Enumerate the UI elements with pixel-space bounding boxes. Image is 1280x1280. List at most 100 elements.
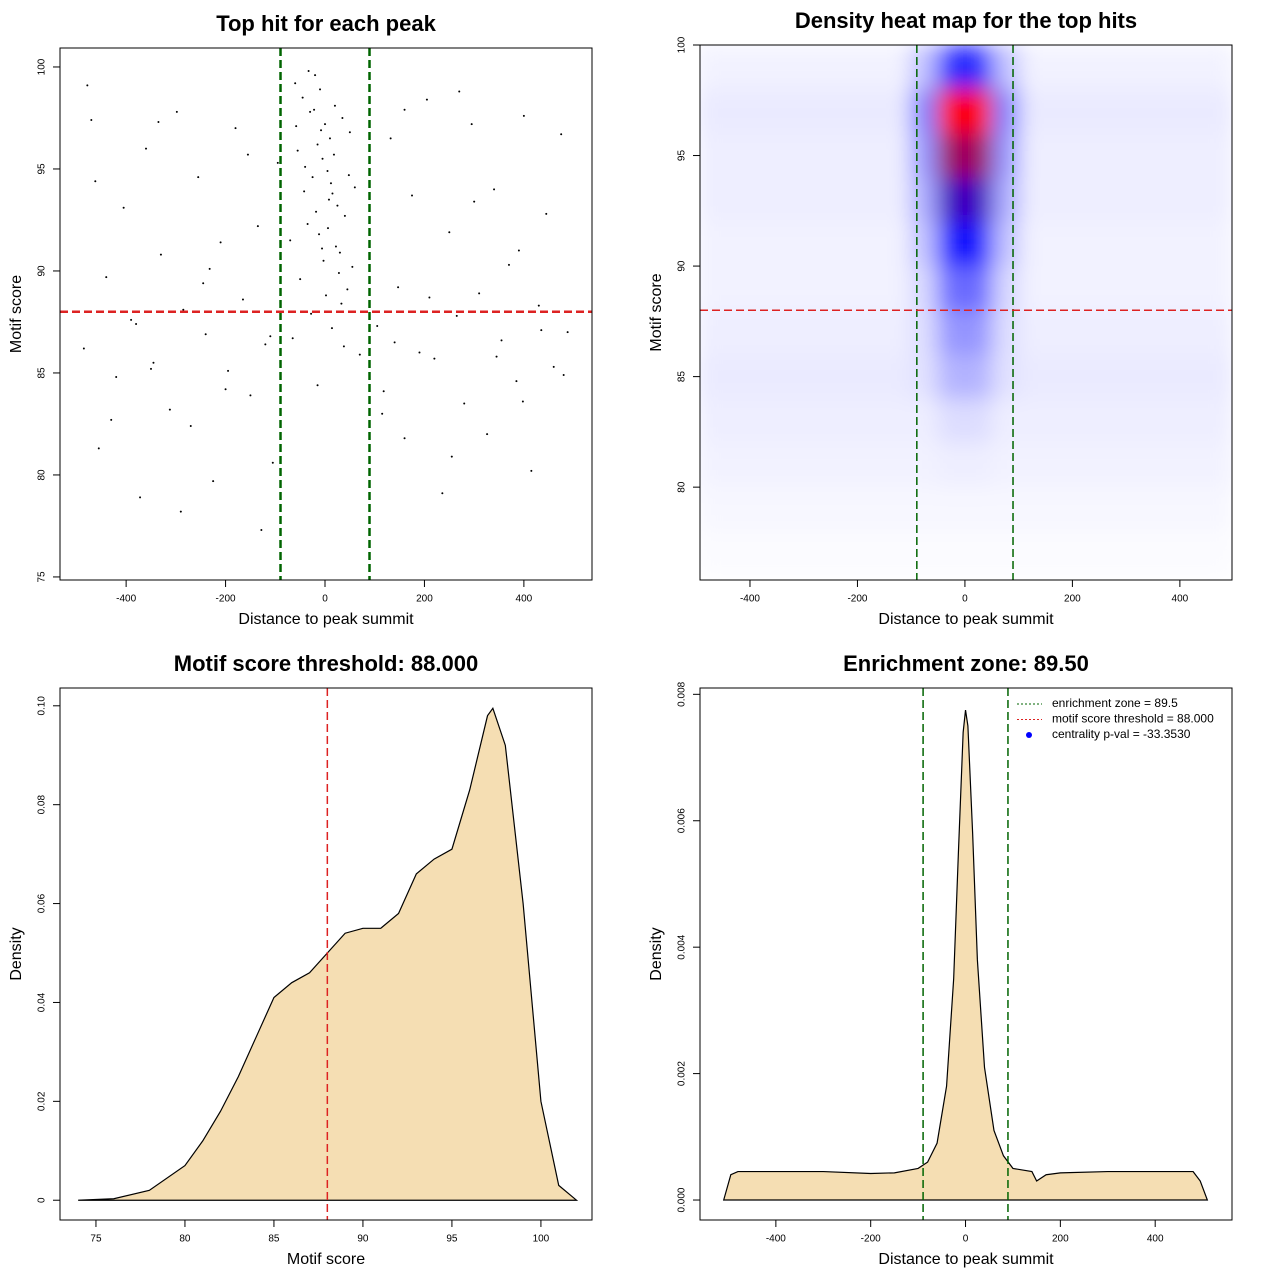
point — [212, 480, 215, 483]
heat-cell — [1179, 221, 1208, 267]
heat-cell — [700, 89, 724, 134]
heat-cell — [911, 89, 939, 134]
point — [269, 335, 272, 338]
point — [294, 82, 297, 85]
point — [227, 369, 230, 372]
heat-cell — [938, 177, 966, 223]
point — [234, 127, 237, 130]
point — [342, 345, 345, 348]
heat-cell — [700, 487, 724, 532]
heat-cell — [964, 266, 993, 311]
point — [311, 176, 314, 179]
point — [271, 461, 274, 464]
heat-cell — [1072, 266, 1100, 311]
heat-cell — [700, 45, 724, 90]
heat-cell — [964, 45, 993, 90]
heat-cell — [1206, 133, 1232, 179]
heat-cell — [723, 354, 751, 400]
heat-cell — [857, 442, 885, 488]
point — [463, 402, 466, 405]
chart-title: Top hit for each peak — [216, 11, 436, 36]
heat-cell — [911, 221, 939, 267]
heat-cell — [749, 266, 778, 311]
heat-cell — [1179, 442, 1208, 488]
point — [224, 388, 227, 391]
heat-cell — [964, 354, 993, 400]
point — [560, 133, 563, 136]
heat-cell — [776, 177, 805, 223]
heat-cell — [1126, 354, 1154, 400]
heat-cell — [749, 89, 778, 134]
heat-cell — [700, 221, 724, 267]
heat-cell — [700, 310, 724, 356]
point — [304, 165, 307, 168]
heat-cell — [723, 266, 751, 311]
heat-cell — [911, 398, 939, 444]
point — [82, 347, 85, 350]
heat-cell — [1126, 442, 1154, 488]
point — [425, 98, 428, 101]
heat-cell — [1206, 442, 1232, 488]
heat-cell — [1045, 45, 1073, 90]
point — [299, 278, 302, 281]
heat-cell — [803, 45, 832, 90]
heat-cell — [911, 531, 939, 577]
heat-cell — [803, 442, 832, 488]
heat-cell — [884, 45, 912, 90]
heat-cell — [1099, 177, 1127, 223]
x-tick-label: 400 — [1172, 594, 1189, 605]
heat-cell — [1045, 310, 1073, 356]
y-tick-label: 95 — [37, 163, 48, 175]
heat-cell — [857, 221, 885, 267]
y-tick-label: 85 — [37, 367, 48, 379]
plot-area — [60, 48, 592, 580]
heat-cell — [776, 531, 805, 577]
point — [351, 265, 354, 268]
chart-title: Enrichment zone: 89.50 — [843, 651, 1089, 676]
heat-cell — [1126, 266, 1154, 311]
y-tick-label: 0.02 — [37, 1091, 48, 1111]
heat-cell — [1179, 266, 1208, 311]
point — [403, 108, 406, 111]
point — [521, 400, 524, 403]
plot-frame — [59, 47, 593, 581]
heat-cell — [1045, 221, 1073, 267]
heat-cell — [1153, 310, 1181, 356]
point — [336, 204, 339, 207]
heat-cell — [1072, 487, 1100, 532]
point — [428, 296, 431, 299]
heat-cell — [857, 133, 885, 179]
heat-cell — [700, 442, 724, 488]
heat-cell — [991, 487, 1020, 532]
point — [327, 198, 330, 201]
heat-cell — [1153, 398, 1181, 444]
point — [296, 149, 299, 152]
heat-cell — [1206, 221, 1232, 267]
point — [500, 339, 503, 342]
x-tick-label: 0 — [963, 1234, 969, 1245]
point — [295, 125, 298, 128]
point — [393, 341, 396, 344]
point — [301, 96, 304, 99]
point — [495, 355, 498, 358]
heat-cell — [1099, 354, 1127, 400]
plot-area — [722, 688, 1209, 1220]
heat-cell — [749, 133, 778, 179]
point — [314, 74, 317, 77]
heat-cell — [857, 487, 885, 532]
heat-cell — [1126, 89, 1154, 134]
x-axis-label: Motif score — [287, 1251, 365, 1268]
legend-label: centrality p-val = -33.3530 — [1052, 727, 1191, 741]
heat-cell — [1126, 398, 1154, 444]
point — [441, 492, 444, 495]
heat-cell — [749, 354, 778, 400]
x-tick-label: 90 — [357, 1234, 369, 1245]
heat-cell — [1099, 266, 1127, 311]
y-tick-label: 95 — [677, 150, 688, 162]
x-tick-label: 85 — [268, 1234, 280, 1245]
heat-cell — [884, 89, 912, 134]
heat-cell — [884, 354, 912, 400]
heat-cell — [857, 531, 885, 577]
point — [433, 357, 436, 360]
point — [182, 308, 185, 311]
